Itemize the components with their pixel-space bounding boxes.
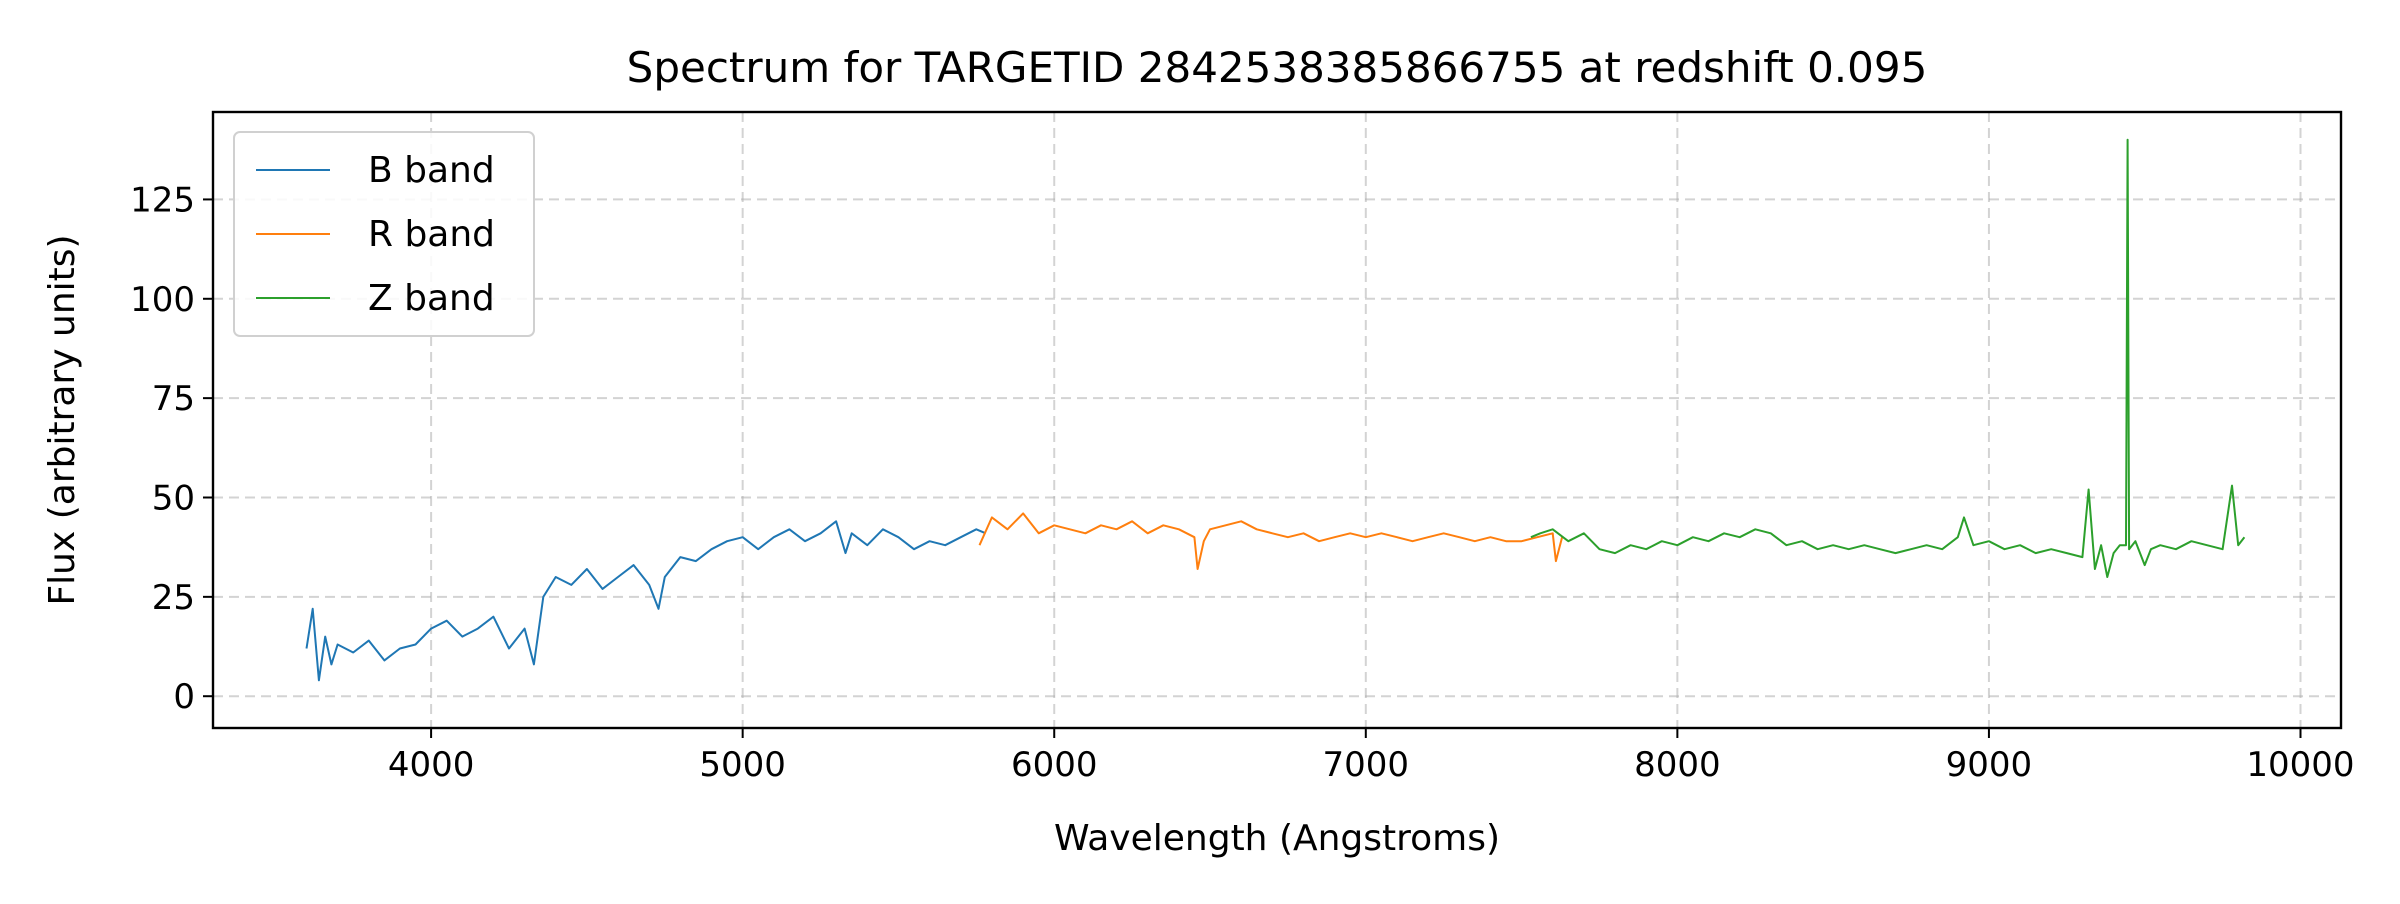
y-tick-label: 75 [152, 379, 195, 419]
r-band-line [978, 512, 1564, 570]
grid-layer [213, 112, 2341, 728]
y-tick-label: 50 [152, 478, 195, 518]
plot-frame [211, 110, 2343, 730]
x-tick-label: 9000 [1946, 745, 2033, 785]
chart-title: Spectrum for TARGETID 2842538385866755 a… [627, 43, 1928, 92]
z-band-line [1530, 138, 2246, 578]
b-band-line [305, 520, 987, 682]
x-tick-label: 8000 [1634, 745, 1721, 785]
x-tick-label: 5000 [699, 745, 786, 785]
legend-label: B band [368, 150, 495, 191]
y-tick-label: 100 [130, 280, 195, 320]
legend-label: Z band [368, 278, 495, 319]
legend: B band R band Z band [233, 131, 535, 337]
legend-label: R band [368, 214, 495, 255]
x-tick-label: 10000 [2246, 745, 2354, 785]
y-axis-label: Flux (arbitrary units) [42, 234, 83, 605]
x-axis-label: Wavelength (Angstroms) [1054, 818, 1500, 859]
y-tick-label: 25 [152, 578, 195, 618]
legend-box [233, 131, 535, 337]
y-tick-label: 125 [130, 180, 195, 220]
x-tick-label: 4000 [388, 745, 475, 785]
x-tick-label: 6000 [1011, 745, 1098, 785]
ticks-layer: 4000 5000 6000 7000 8000 9000 10000 0 25 50 75 100 1… [130, 180, 2354, 785]
x-tick-label: 7000 [1323, 745, 1410, 785]
y-tick-label: 0 [173, 677, 195, 717]
series-layer [305, 138, 2246, 682]
